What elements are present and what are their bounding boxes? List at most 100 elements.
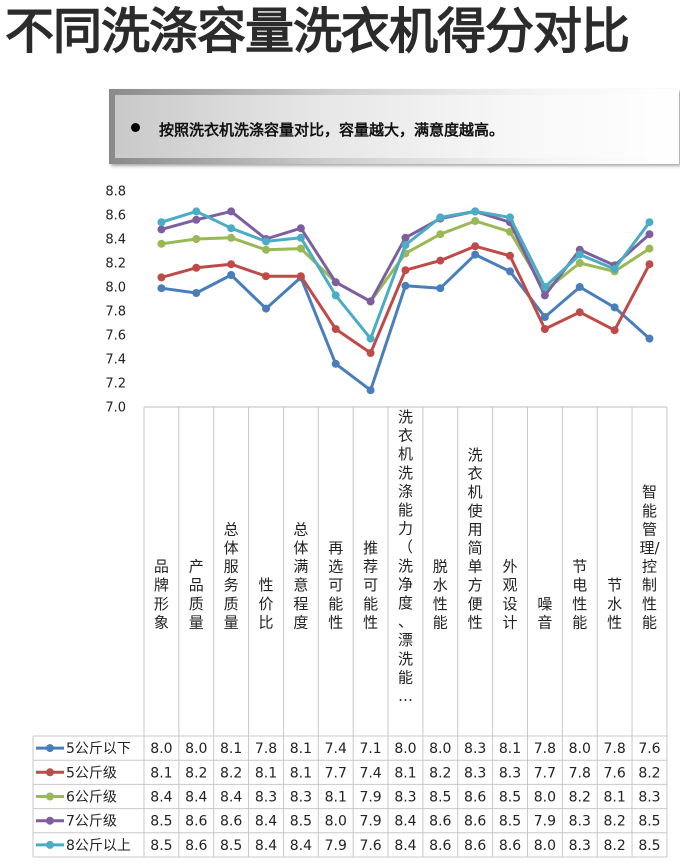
data-label: 8.1 bbox=[255, 765, 277, 781]
category-label: 智能管理/控制性能 bbox=[639, 483, 660, 631]
data-point bbox=[471, 217, 480, 225]
data-label: 8.4 bbox=[255, 814, 277, 830]
data-label: 7.4 bbox=[359, 765, 381, 781]
data-label: 8.5 bbox=[638, 838, 660, 854]
data-label: 8.2 bbox=[603, 814, 625, 830]
y-tick-label: 7.6 bbox=[105, 329, 126, 344]
data-label: 8.5 bbox=[499, 790, 521, 806]
data-label: 8.0 bbox=[394, 741, 416, 757]
data-label: 7.7 bbox=[534, 765, 556, 781]
data-label: 8.6 bbox=[185, 814, 207, 830]
category-label: 品牌形象 bbox=[154, 558, 169, 632]
data-label: 8.3 bbox=[394, 790, 416, 806]
data-point bbox=[192, 215, 201, 224]
data-label: 8.1 bbox=[290, 741, 312, 757]
category-label: 外观设计 bbox=[503, 558, 518, 632]
data-point bbox=[296, 272, 305, 281]
data-point bbox=[157, 225, 166, 234]
data-point bbox=[471, 250, 480, 259]
summary-text: 按照洗衣机洗涤容量对比，容量越大，满意度越高。 bbox=[159, 121, 505, 139]
data-label: 7.8 bbox=[569, 765, 591, 781]
data-point bbox=[262, 304, 271, 313]
data-point bbox=[645, 244, 654, 253]
data-label: 8.0 bbox=[150, 741, 172, 757]
data-point bbox=[471, 207, 480, 216]
data-label: 7.9 bbox=[359, 814, 381, 830]
data-point bbox=[506, 267, 515, 276]
data-label: 8.5 bbox=[150, 814, 172, 830]
data-point bbox=[436, 284, 445, 293]
data-point bbox=[227, 233, 236, 242]
data-label: 8.5 bbox=[150, 838, 172, 854]
data-point bbox=[506, 213, 515, 222]
data-point bbox=[575, 250, 584, 259]
data-point bbox=[401, 241, 410, 249]
data-point bbox=[366, 386, 375, 395]
data-point bbox=[296, 233, 305, 242]
legend-marker bbox=[46, 768, 54, 777]
data-label: 8.6 bbox=[220, 814, 242, 830]
data-point bbox=[331, 359, 340, 368]
series-lines bbox=[157, 207, 654, 395]
data-point bbox=[401, 233, 410, 242]
data-label: 7.8 bbox=[603, 741, 625, 757]
data-label: 7.6 bbox=[638, 741, 660, 757]
data-label: 8.4 bbox=[220, 790, 242, 806]
data-point bbox=[157, 284, 166, 293]
y-tick-label: 8.6 bbox=[105, 209, 126, 224]
data-point bbox=[192, 235, 201, 243]
data-point bbox=[262, 237, 271, 246]
data-point bbox=[157, 218, 166, 227]
data-label: 8.3 bbox=[464, 765, 486, 781]
data-point bbox=[540, 313, 549, 321]
data-label: 7.7 bbox=[325, 765, 347, 781]
data-point bbox=[227, 224, 236, 233]
data-point bbox=[227, 271, 236, 279]
data-label: 8.4 bbox=[394, 838, 416, 854]
category-label: 洗衣机洗涤能力（洗净度、漂洗能… bbox=[398, 408, 413, 705]
data-label: 8.2 bbox=[569, 790, 591, 806]
data-label: 7.9 bbox=[359, 790, 381, 806]
data-label: 8.0 bbox=[534, 790, 556, 806]
data-label: 8.6 bbox=[185, 838, 207, 854]
data-point bbox=[540, 283, 549, 291]
data-point bbox=[506, 251, 515, 260]
category-label: 节电性能 bbox=[572, 558, 587, 632]
data-label: 8.5 bbox=[638, 814, 660, 830]
data-table-grid bbox=[32, 406, 668, 858]
data-label: 8.1 bbox=[290, 765, 312, 781]
data-label: 8.1 bbox=[603, 790, 625, 806]
data-label: 7.4 bbox=[325, 741, 347, 757]
data-label: 8.2 bbox=[429, 765, 451, 781]
data-point bbox=[157, 239, 166, 248]
data-label: 8.0 bbox=[569, 741, 591, 757]
category-label: 脱水性能 bbox=[433, 558, 448, 632]
data-point bbox=[401, 266, 410, 275]
data-label: 8.6 bbox=[429, 814, 451, 830]
data-point bbox=[366, 297, 375, 306]
data-label: 8.1 bbox=[150, 765, 172, 781]
data-point bbox=[262, 245, 271, 254]
data-label: 8.3 bbox=[464, 741, 486, 757]
category-label: 洗衣机使用简单方便性 bbox=[468, 446, 483, 631]
data-point bbox=[296, 224, 305, 233]
data-point bbox=[192, 263, 201, 272]
y-tick-label: 8.0 bbox=[105, 281, 126, 296]
data-point bbox=[610, 326, 619, 335]
data-point bbox=[645, 260, 654, 269]
data-label: 8.6 bbox=[429, 838, 451, 854]
data-label: 8.1 bbox=[220, 741, 242, 757]
data-label: 7.8 bbox=[255, 741, 277, 757]
legend-marker bbox=[46, 816, 54, 825]
data-point bbox=[296, 244, 305, 253]
data-label: 8.6 bbox=[464, 790, 486, 806]
data-label: 8.2 bbox=[638, 765, 660, 781]
data-label: 8.6 bbox=[464, 838, 486, 854]
legend-label: 5公斤以下 bbox=[66, 741, 131, 757]
data-label: 8.2 bbox=[220, 765, 242, 781]
category-label: 总体满意程度 bbox=[293, 520, 308, 631]
data-point bbox=[471, 242, 480, 251]
data-label: 8.0 bbox=[325, 814, 347, 830]
